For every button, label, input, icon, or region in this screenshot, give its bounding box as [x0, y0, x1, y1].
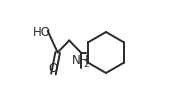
- Text: NH: NH: [71, 54, 89, 67]
- Text: O: O: [49, 62, 58, 75]
- Text: 2: 2: [84, 60, 89, 69]
- Text: HO: HO: [33, 26, 51, 39]
